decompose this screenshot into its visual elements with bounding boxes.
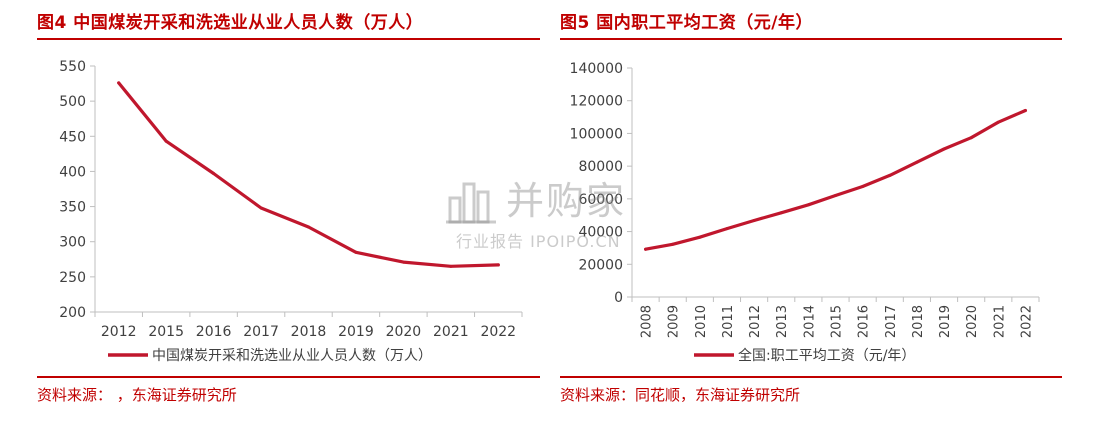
figure-5-source-rule bbox=[560, 376, 1062, 378]
x-tick-label: 2013 bbox=[775, 305, 790, 338]
x-tick-label: 2012 bbox=[101, 324, 137, 340]
x-tick-label: 2008 bbox=[640, 305, 655, 338]
x-tick-label: 2019 bbox=[338, 324, 374, 340]
legend-label: 全国:职工平均工资（元/年） bbox=[738, 347, 915, 364]
figure-4-title: 图4 中国煤炭开采和洗选业从业人员人数（万人） bbox=[37, 13, 424, 33]
y-tick-label: 0 bbox=[614, 290, 623, 306]
y-tick-label: 140000 bbox=[570, 61, 623, 77]
data-point bbox=[212, 172, 216, 176]
y-tick-label: 500 bbox=[59, 94, 86, 110]
y-tick-label: 40000 bbox=[578, 225, 623, 241]
y-tick-label: 300 bbox=[59, 235, 86, 251]
x-tick-label: 2018 bbox=[291, 324, 327, 340]
y-tick-label: 250 bbox=[59, 270, 86, 286]
x-tick-label: 2015 bbox=[830, 305, 845, 338]
data-point bbox=[942, 147, 946, 151]
y-tick-label: 400 bbox=[59, 164, 86, 180]
data-point bbox=[259, 206, 263, 210]
x-tick-label: 2014 bbox=[802, 305, 817, 338]
x-tick-label: 2018 bbox=[911, 305, 926, 338]
data-point bbox=[354, 250, 358, 254]
data-point bbox=[164, 139, 168, 143]
x-tick-label: 2010 bbox=[694, 305, 709, 338]
data-point bbox=[779, 211, 783, 215]
data-point bbox=[969, 136, 973, 140]
data-point bbox=[834, 194, 837, 198]
data-point bbox=[1023, 108, 1027, 112]
wage-line-chart: 0 20000 40000 60000 80000 100000 120000 140000 2… bbox=[570, 61, 1040, 364]
x-tick-label: 2020 bbox=[965, 305, 980, 338]
data-point bbox=[915, 160, 919, 164]
x-tick-label: 2019 bbox=[938, 305, 953, 338]
data-point bbox=[888, 173, 892, 177]
data-point bbox=[996, 120, 1000, 124]
y-tick-label: 20000 bbox=[578, 257, 623, 273]
data-point bbox=[449, 264, 453, 268]
figure-4-source-rule bbox=[37, 376, 540, 378]
x-tick-label: 2011 bbox=[721, 305, 736, 338]
y-tick-label: 100000 bbox=[570, 126, 623, 142]
x-tick-label: 2015 bbox=[148, 324, 184, 340]
x-tick-label: 2020 bbox=[386, 324, 422, 340]
figure-5-panel: 图5 国内职工平均工资（元/年） 0 20000 40000 60000 80000 10… bbox=[560, 0, 1106, 424]
data-point bbox=[401, 260, 405, 264]
figure-5-title: 图5 国内职工平均工资（元/年） bbox=[560, 13, 813, 33]
y-tick-label: 450 bbox=[59, 129, 86, 145]
data-point bbox=[307, 225, 310, 229]
data-point bbox=[861, 184, 865, 188]
x-tick-label: 2022 bbox=[480, 324, 516, 340]
y-tick-label: 550 bbox=[59, 59, 86, 75]
y-tick-label: 60000 bbox=[578, 192, 623, 208]
x-tick-label: 2009 bbox=[667, 305, 682, 338]
data-point bbox=[117, 81, 121, 85]
y-tick-label: 200 bbox=[59, 305, 86, 321]
data-point bbox=[752, 218, 756, 222]
series-line bbox=[117, 81, 500, 268]
x-tick-label: 2017 bbox=[243, 324, 279, 340]
figure-5-source: 资料来源：同花顺，东海证券研究所 bbox=[560, 386, 801, 404]
y-tick-label: 120000 bbox=[570, 94, 623, 110]
x-tick-label: 2012 bbox=[748, 305, 763, 338]
figure-5-title-rule bbox=[560, 38, 1062, 40]
data-point bbox=[806, 203, 810, 207]
figure-4-panel: 图4 中国煤炭开采和洗选业从业人员人数（万人） 200 250 300 350 400 4… bbox=[0, 0, 548, 424]
x-tick-label: 2016 bbox=[857, 305, 872, 338]
x-tick-label: 2021 bbox=[433, 324, 469, 340]
x-tick-label: 2021 bbox=[992, 305, 1007, 338]
x-tick-label: 2016 bbox=[196, 324, 232, 340]
data-point bbox=[725, 227, 729, 231]
data-point bbox=[671, 242, 675, 246]
data-point bbox=[644, 247, 648, 251]
y-tick-label: 350 bbox=[59, 200, 86, 216]
employment-line-chart: 200 250 300 350 400 450 500 550 2012 2015 2016 2017… bbox=[59, 59, 523, 364]
y-tick-label: 80000 bbox=[578, 159, 623, 175]
figure-4-source: 资料来源： ，东海证券研究所 bbox=[37, 386, 237, 404]
legend-label: 中国煤炭开采和洗选业从业人员人数（万人） bbox=[152, 348, 432, 364]
series-line bbox=[643, 108, 1027, 251]
x-tick-label: 2022 bbox=[1019, 305, 1034, 338]
x-tick-label: 2017 bbox=[884, 305, 899, 338]
figure-4-title-rule bbox=[37, 38, 540, 40]
data-point bbox=[496, 263, 500, 267]
data-point bbox=[698, 235, 702, 239]
